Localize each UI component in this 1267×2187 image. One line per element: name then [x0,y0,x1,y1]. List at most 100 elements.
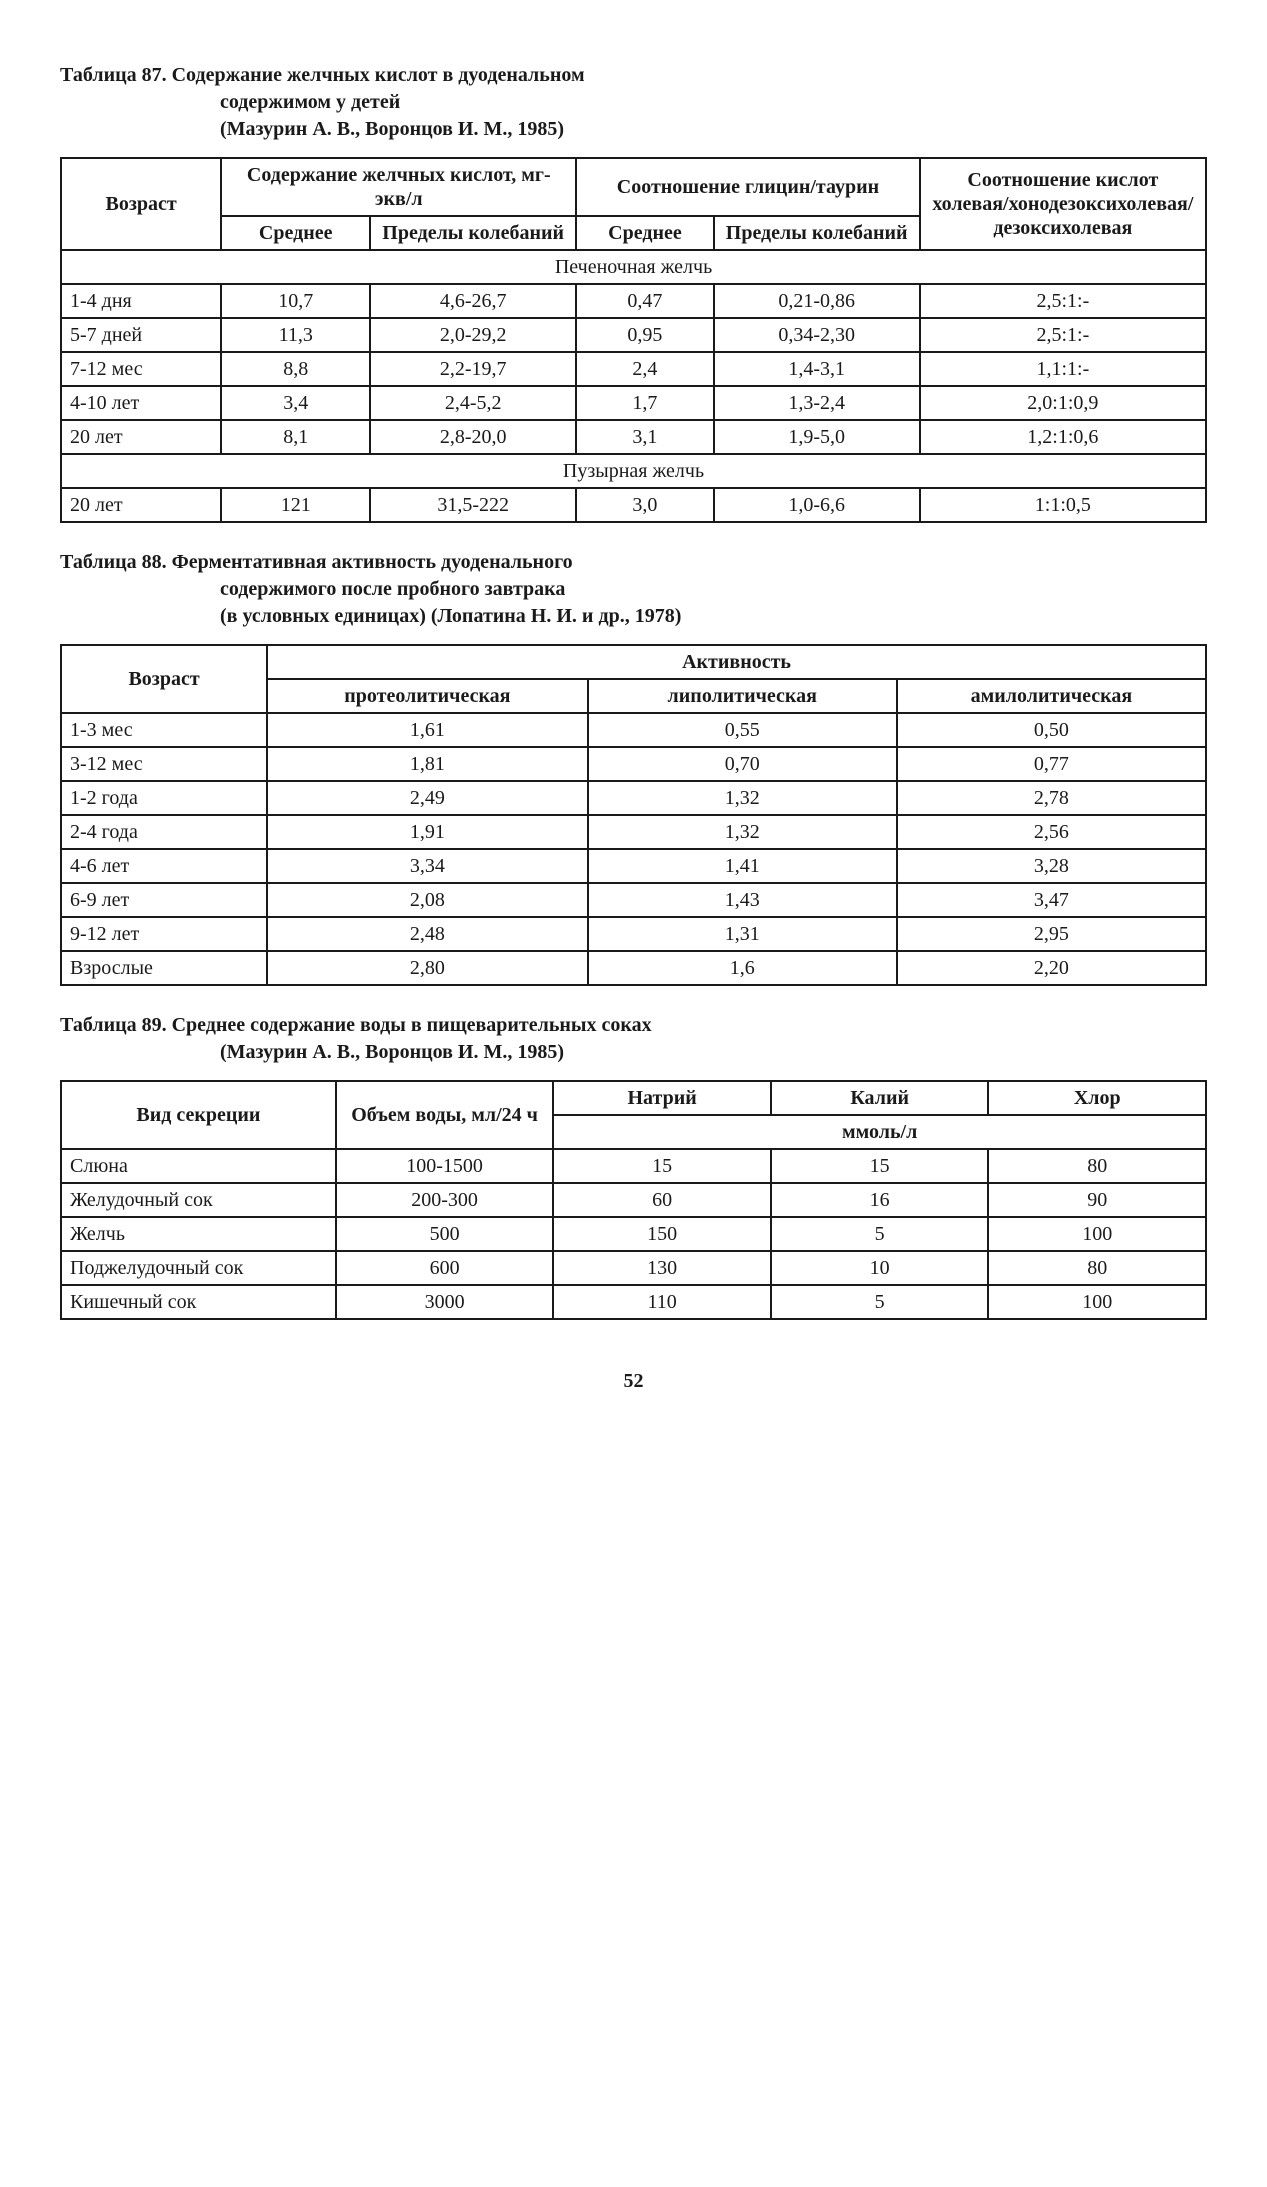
caption-line: (Мазурин А. В., Воронцов И. М., 1985) [60,1039,1207,1066]
cell-mean: 11,3 [221,318,370,352]
cell-age: 20 лет [61,420,221,454]
cell-amylo: 2,95 [897,917,1206,951]
table87-body: Печеночная желчь1-4 дня10,74,6-26,70,470… [61,250,1206,522]
cell-volume: 500 [336,1217,554,1251]
col-volume: Объем воды, мл/24 ч [336,1081,554,1149]
cell-proteo: 1,61 [267,713,588,747]
table-row: 7-12 мес8,82,2-19,72,41,4-3,11,1:1:- [61,352,1206,386]
cell-age: 20 лет [61,488,221,522]
cell-amylo: 3,28 [897,849,1206,883]
cell-gt-range: 1,9-5,0 [714,420,920,454]
table-header-row: Возраст Активность [61,645,1206,679]
cell-range: 2,4-5,2 [370,386,576,420]
table89-head: Вид секреции Объем воды, мл/24 ч Натрий … [61,1081,1206,1149]
page: Таблица 87. Содержание желчных кислот в … [60,62,1207,1393]
cell-lipo: 1,6 [588,951,897,985]
page-number: 52 [60,1370,1207,1393]
cell-range: 2,0-29,2 [370,318,576,352]
table-row: Поджелудочный сок6001301080 [61,1251,1206,1285]
table-row: Взрослые2,801,62,20 [61,951,1206,985]
table-row: 20 лет12131,5-2223,01,0-6,61:1:0,5 [61,488,1206,522]
table-row: Слюна100-1500151580 [61,1149,1206,1183]
cell-secretion: Кишечный сок [61,1285,336,1319]
col-proteo: протеолитическая [267,679,588,713]
cell-amylo: 2,20 [897,951,1206,985]
cell-lipo: 0,70 [588,747,897,781]
cell-k: 10 [771,1251,989,1285]
cell-mean: 3,4 [221,386,370,420]
cell-age: 1-4 дня [61,284,221,318]
table-row: Желчь5001505100 [61,1217,1206,1251]
caption-line: (в условных единицах) (Лопатина Н. И. и … [60,603,1207,630]
cell-k: 5 [771,1217,989,1251]
cell-age: 4-10 лет [61,386,221,420]
cell-lipo: 0,55 [588,713,897,747]
cell-age: 1-3 мес [61,713,267,747]
cell-lipo: 1,43 [588,883,897,917]
cell-range: 2,8-20,0 [370,420,576,454]
col-na: Натрий [553,1081,771,1115]
cell-secretion: Желчь [61,1217,336,1251]
cell-mean: 8,8 [221,352,370,386]
section-row-bladder: Пузырная желчь [61,454,1206,488]
col-ratio-gt: Соотношение глицин/таурин [576,158,919,216]
cell-mean: 121 [221,488,370,522]
cell-range: 4,6-26,7 [370,284,576,318]
cell-amylo: 3,47 [897,883,1206,917]
cell-age: 1-2 года [61,781,267,815]
cell-ratio: 1,2:1:0,6 [920,420,1206,454]
cell-range: 31,5-222 [370,488,576,522]
col-lipo: липолитическая [588,679,897,713]
cell-age: 9-12 лет [61,917,267,951]
cell-lipo: 1,32 [588,815,897,849]
table87-head: Возраст Содержание желчных кислот, мг-эк… [61,158,1206,250]
cell-age: Взрослые [61,951,267,985]
cell-age: 3-12 мес [61,747,267,781]
cell-ratio: 1:1:0,5 [920,488,1206,522]
cell-cl: 100 [988,1285,1206,1319]
cell-gt-mean: 3,0 [576,488,713,522]
cell-gt-range: 0,34-2,30 [714,318,920,352]
table-row: 4-10 лет3,42,4-5,21,71,3-2,42,0:1:0,9 [61,386,1206,420]
table88-body: 1-3 мес1,610,550,503-12 мес1,810,700,771… [61,713,1206,985]
cell-na: 15 [553,1149,771,1183]
col-activity: Активность [267,645,1206,679]
table-row: 2-4 года1,911,322,56 [61,815,1206,849]
cell-lipo: 1,32 [588,781,897,815]
cell-amylo: 2,78 [897,781,1206,815]
cell-volume: 200-300 [336,1183,554,1217]
cell-k: 5 [771,1285,989,1319]
cell-gt-range: 1,3-2,4 [714,386,920,420]
cell-lipo: 1,31 [588,917,897,951]
table87: Возраст Содержание желчных кислот, мг-эк… [60,157,1207,523]
cell-secretion: Слюна [61,1149,336,1183]
cell-ratio: 2,5:1:- [920,318,1206,352]
cell-ratio: 2,5:1:- [920,284,1206,318]
col-age: Возраст [61,158,221,250]
table-row: 9-12 лет2,481,312,95 [61,917,1206,951]
cell-proteo: 2,49 [267,781,588,815]
col-acids: Содержание желчных кислот, мг-экв/л [221,158,576,216]
table-header-row: Возраст Содержание желчных кислот, мг-эк… [61,158,1206,216]
cell-range: 2,2-19,7 [370,352,576,386]
cell-age: 6-9 лет [61,883,267,917]
cell-amylo: 0,77 [897,747,1206,781]
cell-gt-mean: 1,7 [576,386,713,420]
col-secretion: Вид секреции [61,1081,336,1149]
cell-amylo: 2,56 [897,815,1206,849]
col-amylo: амилолитическая [897,679,1206,713]
table88-caption: Таблица 88. Ферментативная активность ду… [60,549,1207,630]
caption-line: Таблица 88. Ферментативная активность ду… [60,549,1207,576]
table88-head: Возраст Активность протеолитическая липо… [61,645,1206,713]
cell-k: 16 [771,1183,989,1217]
cell-age: 2-4 года [61,815,267,849]
cell-proteo: 1,91 [267,815,588,849]
caption-line: содержимом у детей [60,89,1207,116]
cell-cl: 90 [988,1183,1206,1217]
cell-na: 150 [553,1217,771,1251]
table87-caption: Таблица 87. Содержание желчных кислот в … [60,62,1207,143]
cell-age: 7-12 мес [61,352,221,386]
table-row: 1-4 дня10,74,6-26,70,470,21-0,862,5:1:- [61,284,1206,318]
table89: Вид секреции Объем воды, мл/24 ч Натрий … [60,1080,1207,1320]
col-age: Возраст [61,645,267,713]
